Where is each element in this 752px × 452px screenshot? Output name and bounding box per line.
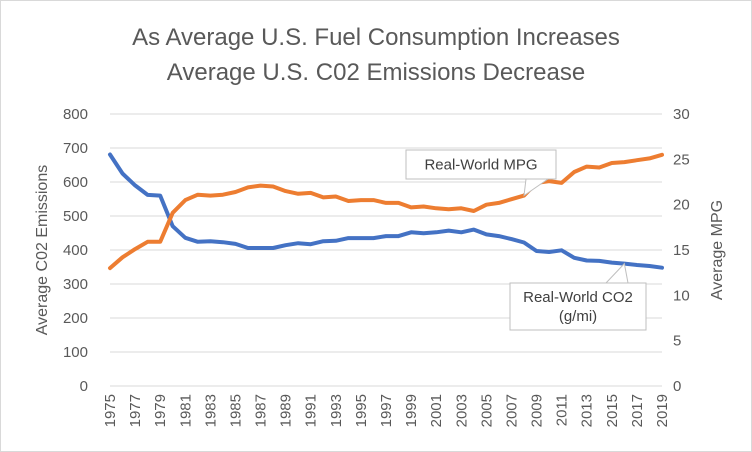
x-tick-label: 1987 xyxy=(253,394,270,427)
series-line-real-world-mpg xyxy=(108,152,664,271)
y-left-tick-label: 400 xyxy=(63,242,88,259)
y-right-tick-label: 25 xyxy=(673,151,690,168)
y-left-tick-label: 600 xyxy=(63,174,88,191)
y-right-tick-label: 5 xyxy=(673,333,681,350)
x-tick-label: 2017 xyxy=(629,394,646,427)
x-tick-label: 2009 xyxy=(529,394,546,427)
callout-text-line: (g/mi) xyxy=(559,308,597,325)
x-tick-label: 1981 xyxy=(177,394,194,427)
x-tick-label: 2003 xyxy=(453,394,470,427)
y-right-tick-label: 20 xyxy=(673,197,690,214)
x-tick-label: 2019 xyxy=(654,394,671,427)
left-axis-ticks: 0 100 200 300 400 500 600 700 800 xyxy=(63,106,88,395)
callout-box xyxy=(405,149,557,180)
x-tick-label: 1997 xyxy=(378,394,395,427)
series-line-real-world-co2-g-mi xyxy=(108,152,664,270)
callout-box xyxy=(509,282,647,331)
x-tick-label: 1989 xyxy=(278,394,295,427)
callout-text-line: Real-World CO2 xyxy=(523,289,633,306)
y-left-tick-label: 0 xyxy=(80,378,88,395)
y-axis-right-title: Average MPG xyxy=(709,200,726,300)
y-left-tick-label: 100 xyxy=(63,344,88,361)
y-left-tick-label: 700 xyxy=(63,140,88,157)
x-tick-label: 1999 xyxy=(403,394,420,427)
x-tick-label: 1979 xyxy=(152,394,169,427)
x-tick-label: 1995 xyxy=(353,394,370,427)
y-left-tick-label: 300 xyxy=(63,276,88,293)
y-axis-left-title: Average C02 Emissions xyxy=(34,165,51,335)
y-right-tick-label: 10 xyxy=(673,287,690,304)
x-tick-label: 1975 xyxy=(102,394,119,427)
x-tick-label: 2001 xyxy=(428,394,445,427)
x-tick-label: 1977 xyxy=(127,394,144,427)
y-left-tick-label: 500 xyxy=(63,208,88,225)
y-left-tick-label: 200 xyxy=(63,310,88,327)
callout-leader xyxy=(523,178,550,197)
y-right-tick-label: 30 xyxy=(673,106,690,123)
callout-text-line: Real-World MPG xyxy=(424,157,537,174)
chart-title-line-1: As Average U.S. Fuel Consumption Increas… xyxy=(132,24,620,51)
right-axis-ticks: 0 5 10 15 20 25 30 xyxy=(673,106,690,395)
x-tick-label: 2007 xyxy=(503,394,520,427)
chart-title-line-2: Average U.S. C02 Emissions Decrease xyxy=(167,59,585,86)
x-tick-label: 1985 xyxy=(227,394,244,427)
x-tick-label: 2015 xyxy=(604,394,621,427)
y-right-tick-label: 15 xyxy=(673,242,690,259)
series-layer xyxy=(108,152,664,271)
x-axis-ticks: 1975 1977 1979 1981 1983 1985 1987 1989 1991 1993… xyxy=(102,394,671,427)
x-tick-label: 1983 xyxy=(202,394,219,427)
callouts: Real-World MPG Real-World CO2 (g/mi) xyxy=(405,149,647,331)
x-tick-label: 2013 xyxy=(579,394,596,427)
callout-mpg: Real-World MPG xyxy=(405,149,557,197)
callout-leader xyxy=(604,262,629,284)
x-tick-label: 2011 xyxy=(554,394,571,426)
x-tick-label: 1993 xyxy=(328,394,345,427)
x-tick-label: 2005 xyxy=(478,394,495,427)
y-right-tick-label: 0 xyxy=(673,378,681,395)
x-tick-label: 1991 xyxy=(303,394,320,427)
callout-co2: Real-World CO2 (g/mi) xyxy=(509,262,647,331)
y-left-tick-label: 800 xyxy=(63,106,88,123)
